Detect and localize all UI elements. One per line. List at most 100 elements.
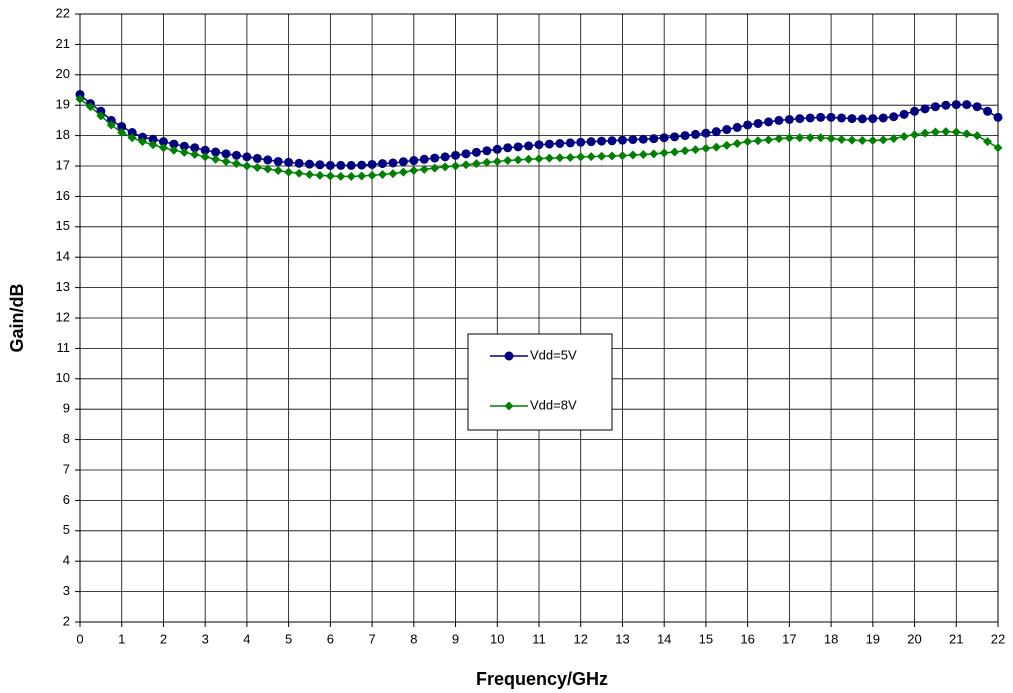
marker xyxy=(670,147,680,157)
marker xyxy=(221,156,231,166)
legend-label: Vdd=8V xyxy=(530,397,577,412)
x-tick-label: 18 xyxy=(824,631,838,646)
marker xyxy=(252,163,262,173)
x-tick-label: 1 xyxy=(118,631,125,646)
marker xyxy=(346,160,356,170)
marker xyxy=(419,154,429,164)
x-tick-label: 15 xyxy=(699,631,713,646)
marker xyxy=(649,134,659,144)
marker xyxy=(941,127,951,137)
legend-label: Vdd=5V xyxy=(530,347,577,362)
marker xyxy=(878,135,888,145)
marker xyxy=(294,158,304,168)
y-tick-label: 21 xyxy=(56,36,70,51)
x-tick-label: 20 xyxy=(907,631,921,646)
y-tick-label: 5 xyxy=(63,522,70,537)
x-tick-label: 10 xyxy=(490,631,504,646)
x-tick-label: 3 xyxy=(202,631,209,646)
marker xyxy=(378,159,388,169)
marker xyxy=(795,133,805,143)
marker xyxy=(200,152,210,162)
marker xyxy=(242,152,252,162)
marker xyxy=(930,127,940,137)
marker xyxy=(200,145,210,155)
y-tick-label: 18 xyxy=(56,127,70,142)
marker xyxy=(106,120,116,130)
marker xyxy=(158,143,168,153)
y-tick-label: 20 xyxy=(56,66,70,81)
marker xyxy=(837,113,847,123)
marker xyxy=(941,100,951,110)
marker xyxy=(805,133,815,143)
marker xyxy=(597,151,607,161)
marker xyxy=(211,147,221,157)
marker xyxy=(503,156,513,166)
marker xyxy=(816,133,826,143)
marker xyxy=(252,153,262,163)
marker xyxy=(951,127,961,137)
marker xyxy=(805,113,815,123)
x-tick-label: 16 xyxy=(740,631,754,646)
marker xyxy=(305,159,314,169)
x-tick-label: 9 xyxy=(452,631,459,646)
y-tick-label: 12 xyxy=(56,309,70,324)
marker xyxy=(732,122,742,132)
marker xyxy=(607,151,617,161)
marker xyxy=(398,157,408,167)
marker xyxy=(242,161,252,171)
marker xyxy=(357,160,367,170)
marker xyxy=(263,164,273,174)
marker xyxy=(607,136,617,146)
marker xyxy=(670,132,680,142)
x-tick-label: 2 xyxy=(160,631,167,646)
y-tick-label: 10 xyxy=(56,370,70,385)
marker xyxy=(504,401,514,411)
marker xyxy=(513,142,523,152)
marker xyxy=(471,147,481,157)
x-tick-label: 7 xyxy=(368,631,375,646)
marker xyxy=(451,150,461,160)
marker xyxy=(388,169,398,179)
y-tick-label: 14 xyxy=(56,249,70,264)
y-tick-label: 8 xyxy=(63,431,70,446)
marker xyxy=(743,120,753,130)
marker xyxy=(190,143,200,153)
marker xyxy=(367,159,377,169)
marker xyxy=(774,115,784,125)
marker xyxy=(868,114,878,124)
marker xyxy=(910,130,920,140)
marker xyxy=(951,100,961,110)
marker xyxy=(899,109,909,119)
marker xyxy=(722,125,732,135)
x-tick-label: 21 xyxy=(949,631,963,646)
marker xyxy=(544,153,554,163)
marker xyxy=(889,112,899,122)
marker xyxy=(169,145,179,155)
marker xyxy=(138,137,148,147)
marker xyxy=(524,141,534,151)
marker xyxy=(138,132,148,142)
y-tick-label: 3 xyxy=(63,583,70,598)
marker xyxy=(419,164,429,174)
marker xyxy=(75,90,85,100)
marker xyxy=(148,140,158,150)
y-tick-label: 7 xyxy=(63,461,70,476)
marker xyxy=(294,168,304,178)
marker xyxy=(784,114,794,124)
x-tick-label: 17 xyxy=(782,631,796,646)
marker xyxy=(430,163,440,173)
marker xyxy=(409,156,419,166)
marker xyxy=(169,139,179,149)
marker xyxy=(263,155,273,165)
y-tick-label: 9 xyxy=(63,401,70,416)
y-tick-label: 16 xyxy=(56,188,70,203)
marker xyxy=(638,149,648,159)
marker xyxy=(315,160,325,170)
marker xyxy=(826,112,836,122)
y-tick-label: 6 xyxy=(63,492,70,507)
marker xyxy=(85,102,95,112)
marker xyxy=(534,154,544,164)
marker xyxy=(524,154,534,164)
marker xyxy=(378,170,388,180)
y-axis-title: Gain/dB xyxy=(7,283,27,352)
